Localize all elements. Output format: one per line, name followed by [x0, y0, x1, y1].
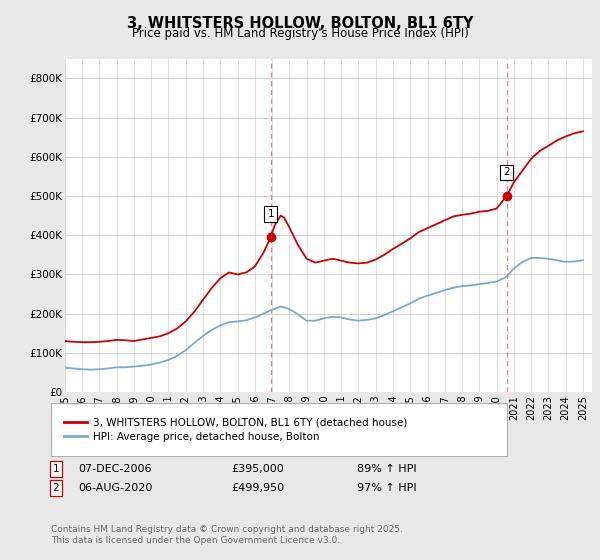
Text: 06-AUG-2020: 06-AUG-2020 [78, 483, 152, 493]
Text: 2: 2 [503, 167, 510, 178]
Text: £499,950: £499,950 [231, 483, 284, 493]
Text: 2: 2 [52, 483, 59, 493]
Text: 1: 1 [268, 209, 274, 218]
Text: Price paid vs. HM Land Registry's House Price Index (HPI): Price paid vs. HM Land Registry's House … [131, 27, 469, 40]
Text: 97% ↑ HPI: 97% ↑ HPI [357, 483, 416, 493]
Text: 3, WHITSTERS HOLLOW, BOLTON, BL1 6TY: 3, WHITSTERS HOLLOW, BOLTON, BL1 6TY [127, 16, 473, 31]
Text: Contains HM Land Registry data © Crown copyright and database right 2025.
This d: Contains HM Land Registry data © Crown c… [51, 525, 403, 545]
Text: 07-DEC-2006: 07-DEC-2006 [78, 464, 151, 474]
Text: 1: 1 [52, 464, 59, 474]
Text: 89% ↑ HPI: 89% ↑ HPI [357, 464, 416, 474]
Legend: 3, WHITSTERS HOLLOW, BOLTON, BL1 6TY (detached house), HPI: Average price, detac: 3, WHITSTERS HOLLOW, BOLTON, BL1 6TY (de… [61, 414, 410, 445]
Text: £395,000: £395,000 [231, 464, 284, 474]
